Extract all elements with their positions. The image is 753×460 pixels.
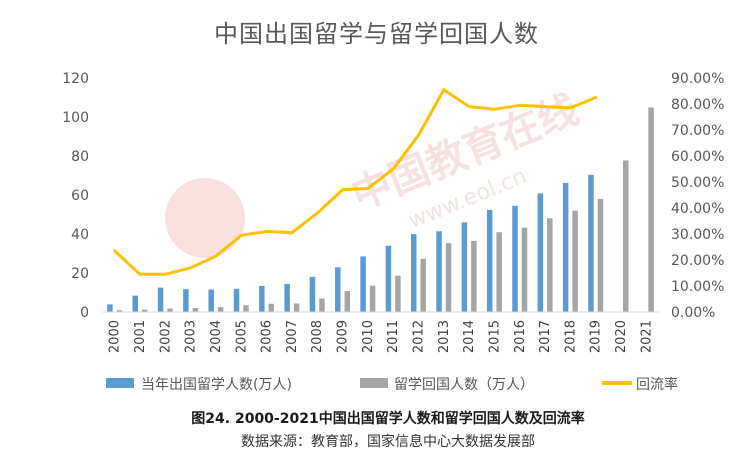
- y-left-tick-label: 100: [62, 110, 89, 126]
- legend-label-outbound: 当年出国留学人数(万人): [141, 377, 292, 393]
- bar-returned: [344, 290, 351, 312]
- y-left-tick-label: 0: [80, 305, 89, 321]
- x-tick-label: 2006: [260, 320, 275, 353]
- x-tick-label: 2001: [133, 320, 148, 353]
- bar-outbound: [132, 295, 138, 312]
- y-left-tick-label: 80: [71, 149, 89, 165]
- x-tick-label: 2011: [386, 320, 401, 353]
- x-tick-label: 2010: [361, 320, 376, 353]
- x-tick-label: 2018: [563, 320, 578, 353]
- legend-label-return-rate: 回流率: [636, 376, 678, 393]
- return-rate-line: [113, 88, 598, 276]
- bar-outbound: [461, 222, 468, 312]
- bar-outbound: [208, 289, 214, 312]
- legend-swatch-returned: [360, 378, 388, 388]
- x-tick-label: 2019: [589, 320, 604, 353]
- x-tick-label: 2003: [184, 320, 199, 353]
- y-right-tick-label: 10.00%: [671, 279, 724, 295]
- x-tick-label: 2014: [462, 320, 477, 353]
- bar-outbound: [410, 234, 417, 312]
- bar-returned: [547, 218, 553, 312]
- bar-outbound: [537, 193, 544, 312]
- bar-returned: [319, 298, 325, 312]
- y-right-tick-label: 70.00%: [671, 123, 724, 139]
- bar-returned: [369, 285, 376, 312]
- line-layer: [113, 88, 598, 276]
- x-tick-label: 2004: [209, 320, 224, 353]
- bar-returned: [471, 240, 477, 312]
- bar-returned: [572, 210, 578, 312]
- x-tick-label: 2013: [437, 320, 452, 353]
- bar-returned: [395, 275, 401, 312]
- x-tick-label: 2020: [614, 320, 629, 353]
- y-right-tick-label: 0.00%: [671, 305, 715, 321]
- bar-returned: [268, 303, 275, 312]
- x-tick-label: 2012: [411, 320, 426, 353]
- bar-outbound: [436, 231, 442, 312]
- y-left-tick-label: 40: [71, 227, 89, 243]
- x-tick-label: 2015: [487, 320, 502, 353]
- y-right-tick-label: 50.00%: [671, 175, 724, 191]
- bar-outbound: [309, 276, 316, 312]
- y-right-tick-label: 40.00%: [671, 201, 724, 217]
- bar-returned: [420, 258, 426, 312]
- y-right-tick-label: 80.00%: [671, 97, 724, 113]
- bar-outbound: [486, 209, 493, 312]
- bar-outbound: [107, 304, 113, 312]
- x-tick-label: 2005: [234, 320, 249, 353]
- bar-returned: [167, 308, 173, 312]
- bar-returned: [648, 107, 654, 312]
- legend-swatch-outbound: [106, 378, 134, 388]
- source-note: 数据来源：教育部，国家信息中心大数据发展部: [241, 433, 535, 450]
- bar-outbound: [512, 205, 518, 312]
- y-right-tick-label: 60.00%: [671, 149, 724, 165]
- bar-outbound: [562, 182, 569, 312]
- x-tick-label: 2009: [336, 320, 351, 353]
- y-left-tick-label: 20: [71, 266, 89, 282]
- bar-returned: [293, 303, 300, 312]
- y-right-tick-label: 20.00%: [671, 253, 724, 269]
- bar-outbound: [259, 285, 265, 312]
- y-left-tick-label: 120: [62, 71, 89, 87]
- axes-layer: 0 20 40 60 80 100 120 0.00% 10.00% 20.00% 30.00% 40…: [62, 71, 724, 353]
- bar-outbound: [183, 289, 189, 312]
- bar-returned: [116, 310, 123, 312]
- bar-returned: [192, 308, 199, 312]
- bar-outbound: [385, 245, 392, 312]
- x-tick-label: 2017: [538, 320, 553, 353]
- x-tick-label: 2008: [310, 320, 325, 353]
- bar-returned: [496, 232, 502, 312]
- y-left-tick-label: 60: [71, 188, 89, 204]
- figure-caption: 图24. 2000-2021中国出国留学人数和留学回国人数及回流率: [191, 410, 584, 427]
- x-tick-label: 2016: [513, 320, 528, 353]
- chart-title: 中国出国留学与留学回国人数: [214, 20, 539, 48]
- bar-returned: [243, 305, 249, 312]
- y-right-tick-label: 30.00%: [671, 227, 724, 243]
- bar-outbound: [233, 288, 240, 312]
- bar-returned: [623, 160, 629, 312]
- legend-label-returned: 留学回国人数（万人）: [394, 377, 534, 393]
- bar-returned: [141, 309, 148, 312]
- bar-returned: [217, 307, 224, 312]
- legend: 当年出国留学人数(万人) 留学回国人数（万人） 回流率: [106, 376, 678, 393]
- watermark-logo-circle: [165, 178, 245, 258]
- x-tick-label: 2021: [639, 320, 654, 353]
- x-tick-label: 2000: [108, 320, 123, 353]
- bar-outbound: [284, 283, 290, 312]
- bar-outbound: [588, 174, 594, 312]
- x-tick-label: 2002: [158, 320, 173, 353]
- bar-outbound: [335, 267, 341, 312]
- bar-returned: [445, 243, 452, 312]
- bar-returned: [521, 227, 528, 312]
- bar-returned: [597, 198, 604, 312]
- bar-outbound: [360, 256, 366, 312]
- x-tick-label: 2007: [285, 320, 300, 353]
- bars-layer: [107, 107, 654, 312]
- bar-outbound: [157, 287, 164, 312]
- y-right-tick-label: 90.00%: [671, 71, 724, 87]
